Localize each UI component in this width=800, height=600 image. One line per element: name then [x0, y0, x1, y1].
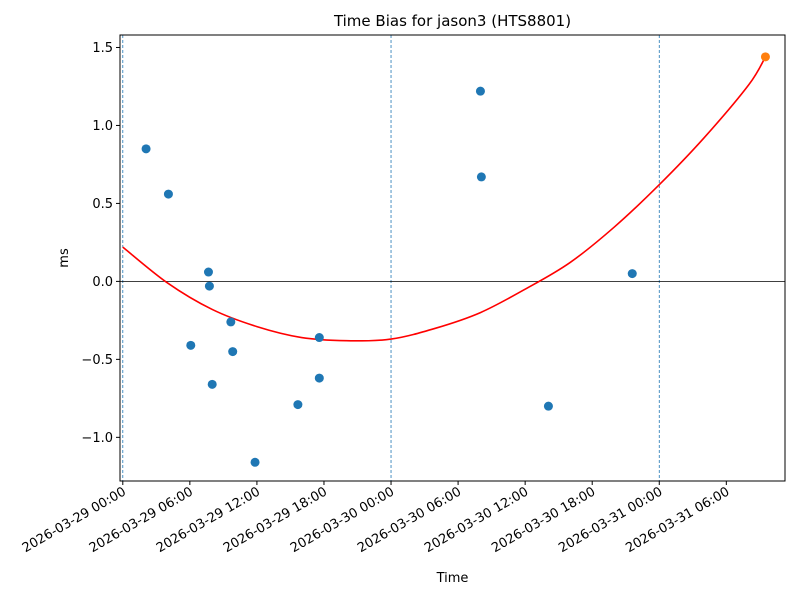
data-points-layer — [141, 52, 770, 467]
data-point — [250, 457, 260, 467]
data-point — [314, 333, 324, 343]
data-point — [475, 86, 485, 96]
data-point — [141, 144, 151, 154]
data-point — [314, 373, 324, 383]
data-point — [204, 281, 214, 291]
data-point — [186, 340, 196, 350]
data-point — [293, 400, 303, 410]
data-point — [203, 267, 213, 277]
data-point — [476, 172, 486, 182]
y-tick-label: −0.5 — [81, 353, 113, 368]
data-point — [226, 317, 236, 327]
data-point — [228, 347, 238, 357]
fit-curve — [122, 56, 767, 342]
y-tick-label: 1.0 — [92, 119, 113, 134]
y-tick-label: −1.0 — [81, 431, 113, 446]
x-axis-label: Time — [436, 571, 469, 586]
chart-title: Time Bias for jason3 (HTS8801) — [333, 12, 571, 30]
y-tick-label: 0.0 — [92, 275, 113, 290]
y-tick-label: 1.5 — [92, 41, 113, 56]
plot-frame — [119, 34, 786, 482]
data-point — [627, 269, 637, 279]
y-tick-label: 0.5 — [92, 197, 113, 212]
latest-data-point — [760, 52, 770, 62]
data-point — [207, 379, 217, 389]
y-axis-label: ms — [57, 248, 72, 268]
y-axis-ticks: −1.0 −0.5 0.0 0.5 1.0 1.5 — [81, 41, 120, 446]
data-point — [163, 189, 173, 199]
guide-lines — [120, 35, 785, 481]
fit-curve-layer — [122, 56, 767, 342]
data-point — [543, 401, 553, 411]
